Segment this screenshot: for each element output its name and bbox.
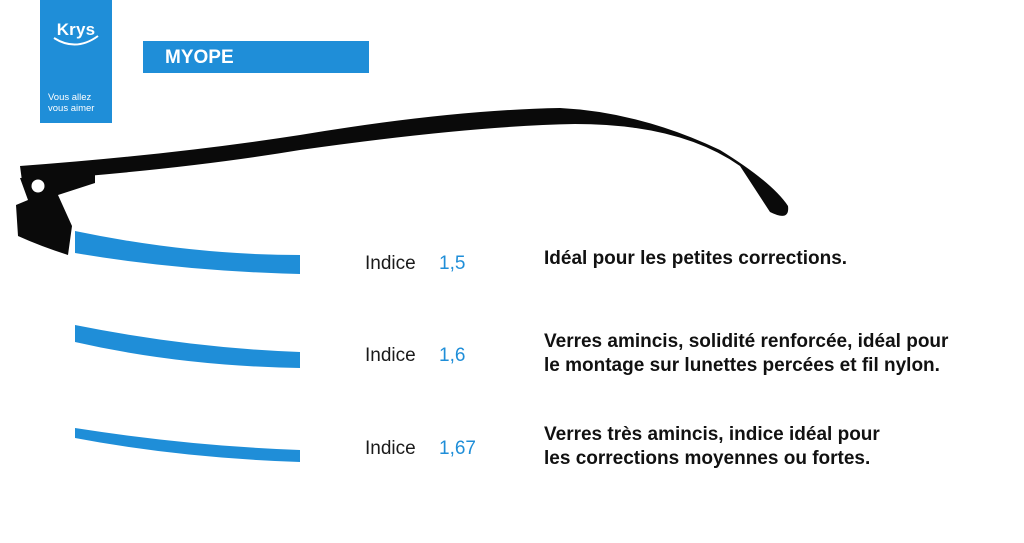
indice-value-2: 1,6 — [439, 345, 466, 366]
lens-description-1-line-1: Idéal pour les petites corrections. — [544, 248, 848, 269]
logo-brand-text: Krys — [56, 20, 96, 39]
hinge-screw-icon — [31, 179, 45, 193]
lens-section-1-6 — [75, 325, 300, 368]
lens-description-2-line-2: le montage sur lunettes percées et fil n… — [544, 355, 940, 376]
krys-logo: Krys Vous allez vous aimer — [40, 0, 112, 123]
lens-description-2-line-1: Verres amincis, solidité renforcée, idéa… — [544, 331, 949, 352]
glasses-temple — [20, 108, 789, 216]
lens-description-3: Verres très amincis, indice idéal pour l… — [544, 423, 1014, 471]
lens-description-1: Idéal pour les petites corrections. — [544, 247, 1014, 271]
logo-tagline: Vous allez vous aimer — [48, 92, 94, 114]
indice-label-1: Indice — [365, 253, 416, 274]
indice-value-1: 1,5 — [439, 253, 466, 274]
logo-tagline-line-1: Vous allez — [48, 92, 92, 103]
indice-value-3: 1,67 — [439, 438, 476, 459]
indice-label-3: Indice — [365, 438, 416, 459]
indice-label-2: Indice — [365, 345, 416, 366]
lens-description-3-line-2: les corrections moyennes ou fortes. — [544, 448, 871, 469]
lens-section-1-5 — [75, 231, 300, 274]
lens-description-3-line-1: Verres très amincis, indice idéal pour — [544, 424, 880, 445]
lens-description-2: Verres amincis, solidité renforcée, idéa… — [544, 330, 1014, 378]
glasses-hinge — [16, 175, 95, 255]
logo-tagline-line-2: vous aimer — [48, 103, 95, 114]
logo-swoosh-icon — [53, 35, 99, 46]
lens-section-1-67 — [75, 428, 300, 462]
page-title-banner: MYOPE — [143, 41, 369, 73]
